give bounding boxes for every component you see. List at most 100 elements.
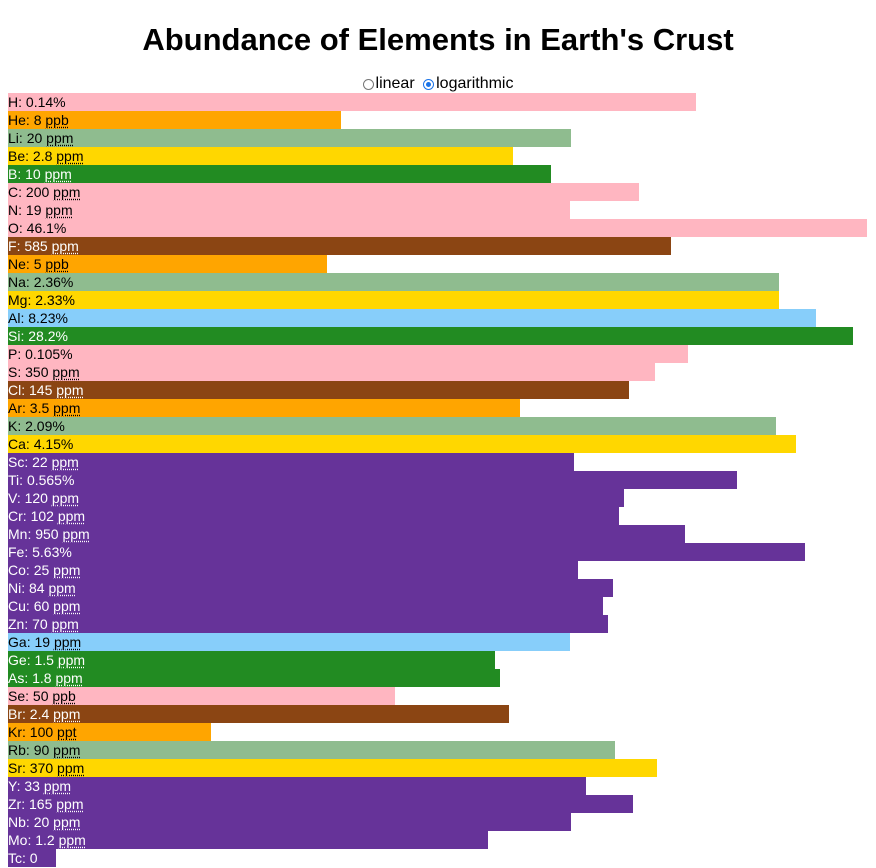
bar-label-sr: Sr: 370 ppm: [8, 760, 85, 776]
bar-he: [8, 111, 341, 129]
logarithmic-option[interactable]: logarithmic: [423, 75, 513, 93]
bar-label-ti: Ti: 0.565%: [8, 472, 75, 488]
abundance-unit: ppm: [56, 796, 84, 812]
bar-row-se: Se: 50 ppb: [8, 687, 867, 705]
logarithmic-radio[interactable]: [423, 78, 435, 90]
abundance-value: 120: [24, 490, 48, 506]
element-symbol: V: [8, 490, 17, 506]
chart-title: Abundance of Elements in Earth's Crust: [142, 22, 734, 57]
bar-row-y: Y: 33 ppm: [8, 777, 867, 795]
bar-label-be: Be: 2.8 ppm: [8, 148, 84, 164]
bar-label-br: Br: 2.4 ppm: [8, 706, 81, 722]
abundance-value: 2.8: [32, 148, 53, 164]
abundance-value: 200: [25, 184, 50, 200]
abundance-value: 22: [32, 454, 48, 470]
bar-mo: [8, 831, 489, 849]
bar-v: [8, 489, 624, 507]
bar-label-zn: Zn: 70 ppm: [8, 616, 79, 632]
abundance-value: 1.2: [35, 832, 55, 848]
abundance-value: 8.23%: [28, 310, 68, 326]
bar-label-co: Co: 25 ppm: [8, 562, 81, 578]
element-symbol: Nb: [8, 814, 26, 830]
abundance-value: 10: [25, 166, 41, 182]
bar-label-he: He: 8 ppb: [8, 112, 69, 128]
bar-row-li: Li: 20 ppm: [8, 129, 867, 147]
bar-al: [8, 309, 817, 327]
bar-rb: [8, 741, 616, 759]
bar-label-ne: Ne: 5 ppb: [8, 256, 69, 272]
bar-label-ca: Ca: 4.15%: [8, 436, 74, 452]
linear-radio[interactable]: [362, 78, 374, 90]
bar-row-ne: Ne: 5 ppb: [8, 255, 867, 273]
abundance-unit: ppt: [57, 724, 77, 740]
bar-label-cr: Cr: 102 ppm: [8, 508, 86, 524]
bar-row-rb: Rb: 90 ppm: [8, 741, 867, 759]
bar-row-v: V: 120 ppm: [8, 489, 867, 507]
abundance-value: 28.2%: [28, 328, 68, 344]
abundance-unit: ppb: [45, 112, 69, 128]
bar-row-ar: Ar: 3.5 ppm: [8, 399, 867, 417]
bar-label-n: N: 19 ppm: [8, 202, 73, 218]
abundance-unit: ppm: [51, 454, 79, 470]
linear-option[interactable]: linear: [362, 75, 415, 93]
element-symbol: Co: [8, 562, 26, 578]
bar-zn: [8, 615, 608, 633]
bar-row-as: As: 1.8 ppm: [8, 669, 867, 687]
bar-label-v: V: 120 ppm: [8, 490, 80, 506]
element-symbol: B: [8, 166, 18, 182]
bar-f: [8, 237, 671, 255]
abundance-value: 2.33%: [35, 292, 75, 308]
abundance-unit: ppb: [52, 688, 76, 704]
bar-label-mn: Mn: 950 ppm: [8, 526, 90, 542]
bar-row-he: He: 8 ppb: [8, 111, 867, 129]
bar-k: [8, 417, 776, 435]
bar-nb: [8, 813, 572, 831]
abundance-value: 84: [29, 580, 45, 596]
bar-row-ga: Ga: 19 ppm: [8, 633, 867, 651]
element-symbol: He: [8, 112, 26, 128]
abundance-value: 19: [25, 202, 42, 218]
bar-label-kr: Kr: 100 ppt: [8, 724, 77, 740]
bar-row-mn: Mn: 950 ppm: [8, 525, 867, 543]
abundance-unit: ppm: [51, 616, 79, 632]
bar-row-mo: Mo: 1.2 ppm: [8, 831, 867, 849]
element-symbol: Sr: [8, 760, 22, 776]
abundance-unit: ppm: [57, 508, 86, 524]
bar-n: [8, 201, 570, 219]
element-symbol: Al: [8, 310, 21, 326]
bar-label-na: Na: 2.36%: [8, 274, 74, 290]
abundance-unit: ppm: [53, 598, 81, 614]
bar-br: [8, 705, 509, 723]
abundance-value: 0.105%: [25, 346, 73, 362]
bar-label-si: Si: 28.2%: [8, 328, 68, 344]
bar-s: [8, 363, 656, 381]
element-symbol: Si: [8, 328, 21, 344]
bar-label-s: S: 350 ppm: [8, 364, 80, 380]
abundance-unit: ppm: [53, 400, 81, 416]
element-symbol: C: [8, 184, 19, 200]
element-symbol: Ni: [8, 580, 22, 596]
element-symbol: Br: [8, 706, 22, 722]
bar-row-h: H: 0.14%: [8, 93, 867, 111]
element-symbol: S: [8, 364, 18, 380]
abundance-value: 8: [33, 112, 42, 128]
bar-as: [8, 669, 501, 687]
bar-be: [8, 147, 514, 165]
bar-row-sr: Sr: 370 ppm: [8, 759, 867, 777]
bar-co: [8, 561, 578, 579]
abundance-unit: ppm: [62, 526, 90, 542]
element-symbol: Rb: [8, 742, 26, 758]
abundance-unit: ppm: [51, 490, 80, 506]
bar-row-co: Co: 25 ppm: [8, 561, 867, 579]
element-symbol: H: [8, 94, 19, 110]
bar-label-rb: Rb: 90 ppm: [8, 742, 81, 758]
bar-label-b: B: 10 ppm: [8, 166, 72, 182]
bar-row-cu: Cu: 60 ppm: [8, 597, 867, 615]
bar-row-zn: Zn: 70 ppm: [8, 615, 867, 633]
bar-label-h: H: 0.14%: [8, 94, 66, 110]
bar-b: [8, 165, 551, 183]
bar-label-f: F: 585 ppm: [8, 238, 79, 254]
element-symbol: K: [8, 418, 18, 434]
element-symbol: Zr: [8, 796, 22, 812]
bar-row-ca: Ca: 4.15%: [8, 435, 867, 453]
